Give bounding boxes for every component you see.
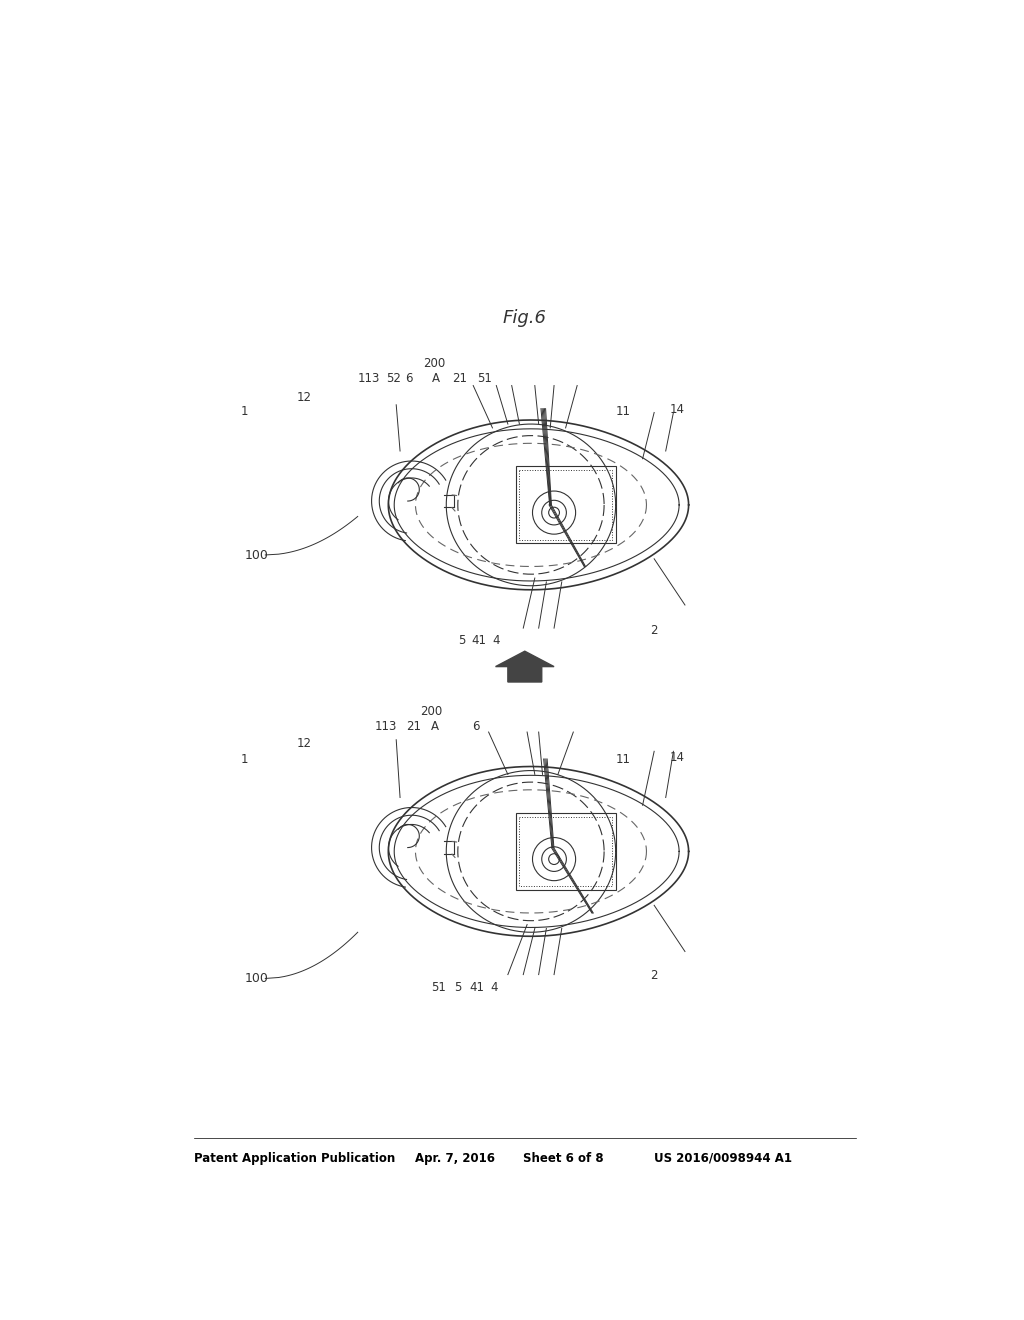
Text: 41: 41 (470, 981, 484, 994)
Text: 21: 21 (406, 721, 421, 734)
Text: Fig.6: Fig.6 (503, 309, 547, 326)
Text: 51: 51 (431, 981, 446, 994)
Text: 21: 21 (452, 372, 467, 385)
Text: 5: 5 (454, 981, 462, 994)
Text: 11: 11 (615, 752, 631, 766)
Text: 2: 2 (650, 624, 657, 638)
Text: Patent Application Publication: Patent Application Publication (194, 1151, 395, 1164)
Text: 200: 200 (424, 358, 445, 370)
Text: 6: 6 (406, 372, 413, 385)
Text: 1: 1 (241, 752, 248, 766)
Text: 113: 113 (358, 372, 381, 385)
Text: US 2016/0098944 A1: US 2016/0098944 A1 (654, 1151, 793, 1164)
Text: 6: 6 (472, 721, 479, 734)
Text: 2: 2 (650, 969, 657, 982)
Text: A: A (431, 721, 438, 734)
Text: 4: 4 (493, 635, 500, 647)
Text: 14: 14 (670, 404, 685, 416)
Text: 113: 113 (375, 721, 397, 734)
Text: Sheet 6 of 8: Sheet 6 of 8 (523, 1151, 604, 1164)
Bar (515, 813, 615, 890)
Text: 51: 51 (477, 372, 493, 385)
Polygon shape (496, 651, 554, 682)
Text: 12: 12 (296, 738, 311, 751)
Text: A: A (432, 372, 440, 385)
Text: Apr. 7, 2016: Apr. 7, 2016 (416, 1151, 496, 1164)
Text: 14: 14 (670, 751, 685, 764)
Text: 52: 52 (386, 372, 401, 385)
Text: 200: 200 (420, 705, 442, 718)
Text: 100: 100 (245, 973, 268, 985)
Text: 100: 100 (245, 549, 268, 562)
Text: 1: 1 (241, 405, 248, 418)
Text: 41: 41 (472, 635, 486, 647)
Text: 12: 12 (296, 391, 311, 404)
Text: 11: 11 (615, 405, 631, 418)
Bar (519, 817, 611, 886)
Text: 4: 4 (490, 981, 498, 994)
Bar (519, 470, 611, 540)
Text: 5: 5 (458, 635, 465, 647)
Bar (515, 466, 615, 544)
